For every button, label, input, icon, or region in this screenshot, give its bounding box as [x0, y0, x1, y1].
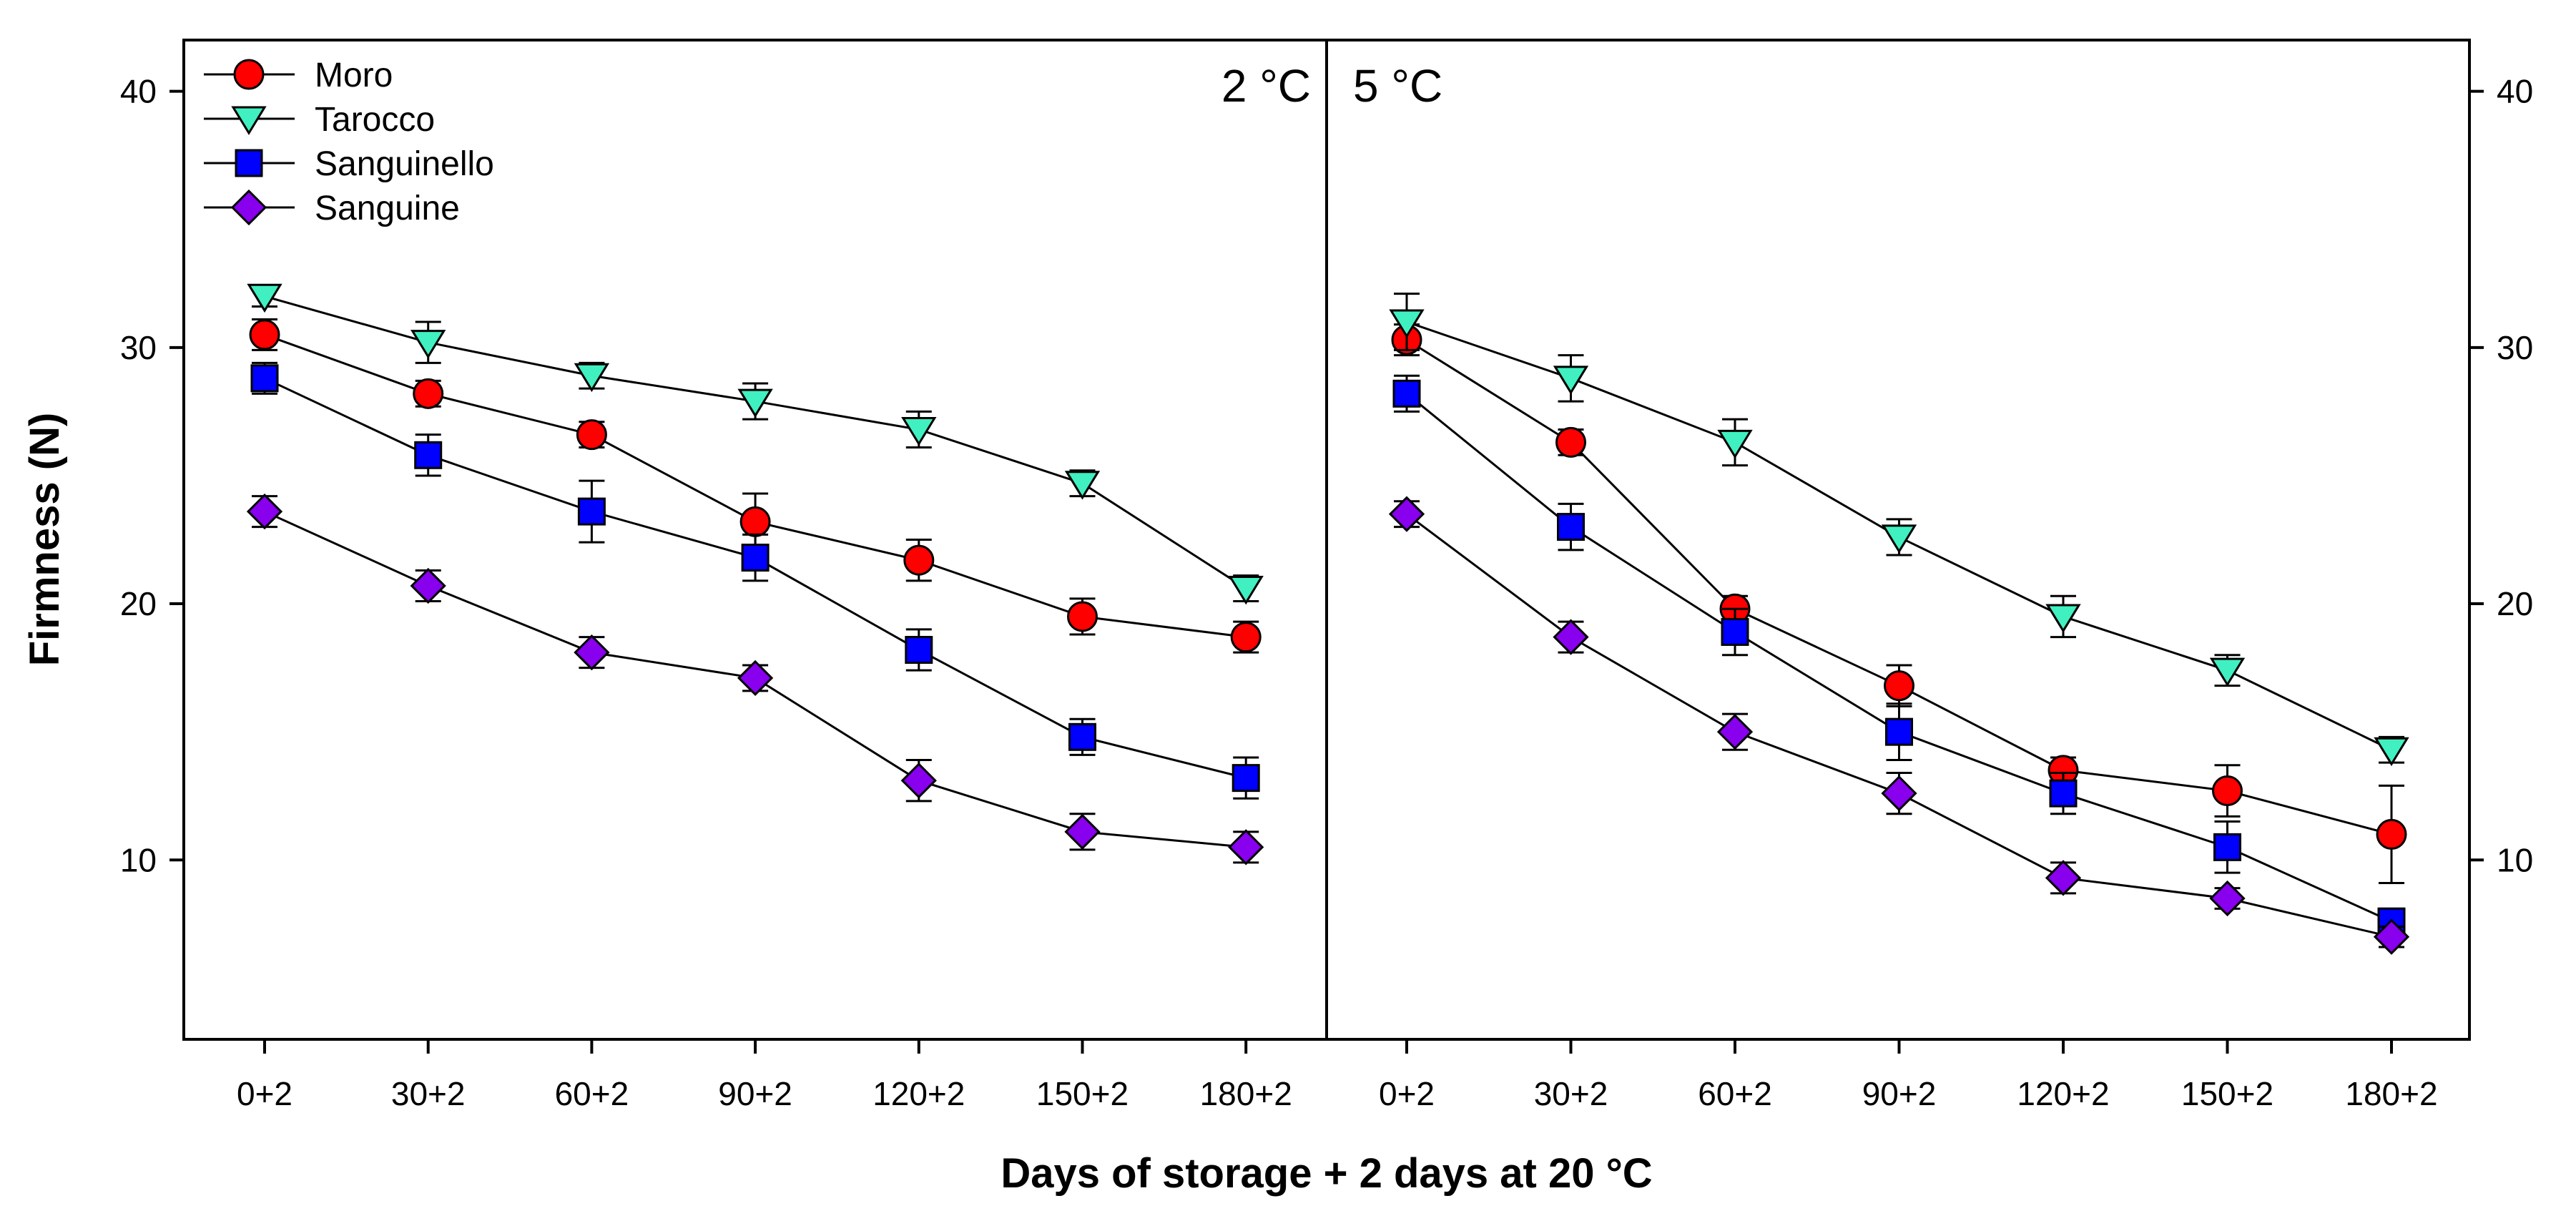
series-line-sanguinello	[1406, 393, 2392, 923]
x-tick-label: 0+2	[1379, 1075, 1435, 1112]
x-tick-label: 150+2	[1036, 1075, 1129, 1112]
data-point-sanguine	[1228, 829, 1264, 866]
legend-marker-moro	[233, 59, 265, 90]
x-tick-label: 90+2	[718, 1075, 792, 1112]
data-point-sanguinello	[2049, 779, 2078, 808]
data-point-moro	[1067, 601, 1098, 632]
data-point-sanguine	[2373, 918, 2410, 955]
data-point-tarocco	[574, 363, 610, 393]
data-point-tarocco	[247, 283, 282, 313]
data-point-sanguinello	[1721, 617, 1749, 646]
legend-marker-sanguine	[230, 189, 267, 226]
data-point-sanguinello	[741, 544, 770, 572]
y-axis-title: Firmness (N)	[21, 413, 68, 667]
data-point-tarocco	[411, 330, 446, 359]
panel-label-2c: 2 °C	[1221, 60, 1311, 112]
y-tick-label-left: 20	[120, 585, 157, 622]
data-point-sanguine	[1716, 714, 1754, 750]
y-tick-label-right: 20	[2497, 585, 2533, 622]
x-axis-title: Days of storage + 2 days at 20 °C	[1001, 1150, 1652, 1197]
x-tick-label: 0+2	[237, 1075, 292, 1112]
data-point-moro	[2212, 775, 2243, 807]
data-point-tarocco	[2045, 604, 2081, 633]
y-tick-label-right: 40	[2497, 73, 2533, 110]
data-point-sanguinello	[1068, 722, 1096, 751]
data-point-moro	[413, 378, 444, 409]
data-point-moro	[1884, 670, 1914, 702]
data-point-sanguine	[2209, 880, 2246, 917]
legend-label-tarocco: Tarocco	[315, 101, 435, 139]
data-point-sanguine	[900, 763, 937, 799]
data-point-sanguine	[1881, 775, 1917, 812]
data-point-sanguine	[574, 634, 610, 671]
data-point-tarocco	[2374, 737, 2409, 767]
data-point-sanguine	[246, 493, 283, 530]
data-point-moro	[1230, 622, 1262, 653]
data-point-tarocco	[1064, 471, 1101, 500]
data-point-moro	[903, 544, 935, 576]
data-point-sanguine	[2045, 860, 2082, 896]
y-tick-label-right: 10	[2497, 841, 2533, 878]
legend-marker-sanguinello	[235, 149, 263, 177]
axes-layer: 10 10 20 20 30 30 40 40 0+2 30+2 60+2 90+2 120+2 150+…	[120, 73, 2533, 1112]
data-point-moro	[249, 319, 280, 350]
data-point-tarocco	[1553, 366, 1589, 395]
x-tick-label: 60+2	[555, 1075, 629, 1112]
x-tick-label: 90+2	[1862, 1075, 1937, 1112]
data-point-sanguinello	[2213, 833, 2241, 861]
data-point-sanguine	[1388, 496, 1425, 532]
data-point-sanguinello	[250, 364, 279, 393]
x-tick-label: 30+2	[1534, 1075, 1608, 1112]
data-point-sanguinello	[1557, 513, 1585, 541]
data-point-sanguine	[1553, 619, 1589, 655]
data-point-moro	[1555, 426, 1586, 458]
series-line-moro	[264, 333, 1247, 639]
data-point-moro	[2376, 818, 2407, 850]
data-point-moro	[739, 506, 771, 537]
legend: Moro Tarocco Sanguinello Sanguine	[204, 57, 494, 227]
data-point-tarocco	[1228, 576, 1264, 605]
data-point-tarocco	[1717, 429, 1753, 459]
x-tick-label: 150+2	[2181, 1075, 2273, 1112]
data-point-sanguinello	[905, 636, 933, 665]
data-point-tarocco	[2209, 657, 2246, 687]
x-tick-label: 180+2	[1200, 1075, 1292, 1112]
series-layer	[246, 283, 2410, 955]
legend-label-moro: Moro	[315, 57, 393, 94]
data-point-sanguinello	[414, 441, 443, 469]
y-tick-label-right: 30	[2497, 329, 2533, 366]
y-tick-label-left: 30	[120, 329, 157, 366]
x-tick-label: 180+2	[2345, 1075, 2437, 1112]
data-point-sanguinello	[1885, 717, 1913, 746]
x-tick-label: 120+2	[2017, 1075, 2109, 1112]
x-tick-label: 30+2	[391, 1075, 466, 1112]
legend-marker-tarocco	[231, 106, 267, 135]
panel-label-5c: 5 °C	[1353, 60, 1442, 112]
data-point-sanguinello	[1232, 764, 1260, 793]
legend-label-sanguinello: Sanguinello	[315, 145, 494, 183]
data-point-tarocco	[737, 388, 773, 418]
data-point-tarocco	[1389, 309, 1425, 338]
data-point-sanguine	[410, 567, 446, 604]
data-point-tarocco	[1881, 524, 1917, 554]
legend-label-sanguine: Sanguine	[315, 190, 460, 227]
y-tick-label-left: 10	[120, 841, 157, 878]
data-point-sanguinello	[1392, 379, 1421, 408]
x-tick-label: 120+2	[872, 1075, 965, 1112]
y-tick-label-left: 40	[120, 73, 157, 110]
x-tick-label: 60+2	[1698, 1075, 1772, 1112]
data-point-sanguinello	[577, 497, 606, 526]
data-point-sanguine	[1064, 813, 1101, 850]
data-point-sanguine	[737, 660, 774, 697]
data-point-moro	[576, 419, 607, 451]
data-point-tarocco	[901, 416, 937, 446]
